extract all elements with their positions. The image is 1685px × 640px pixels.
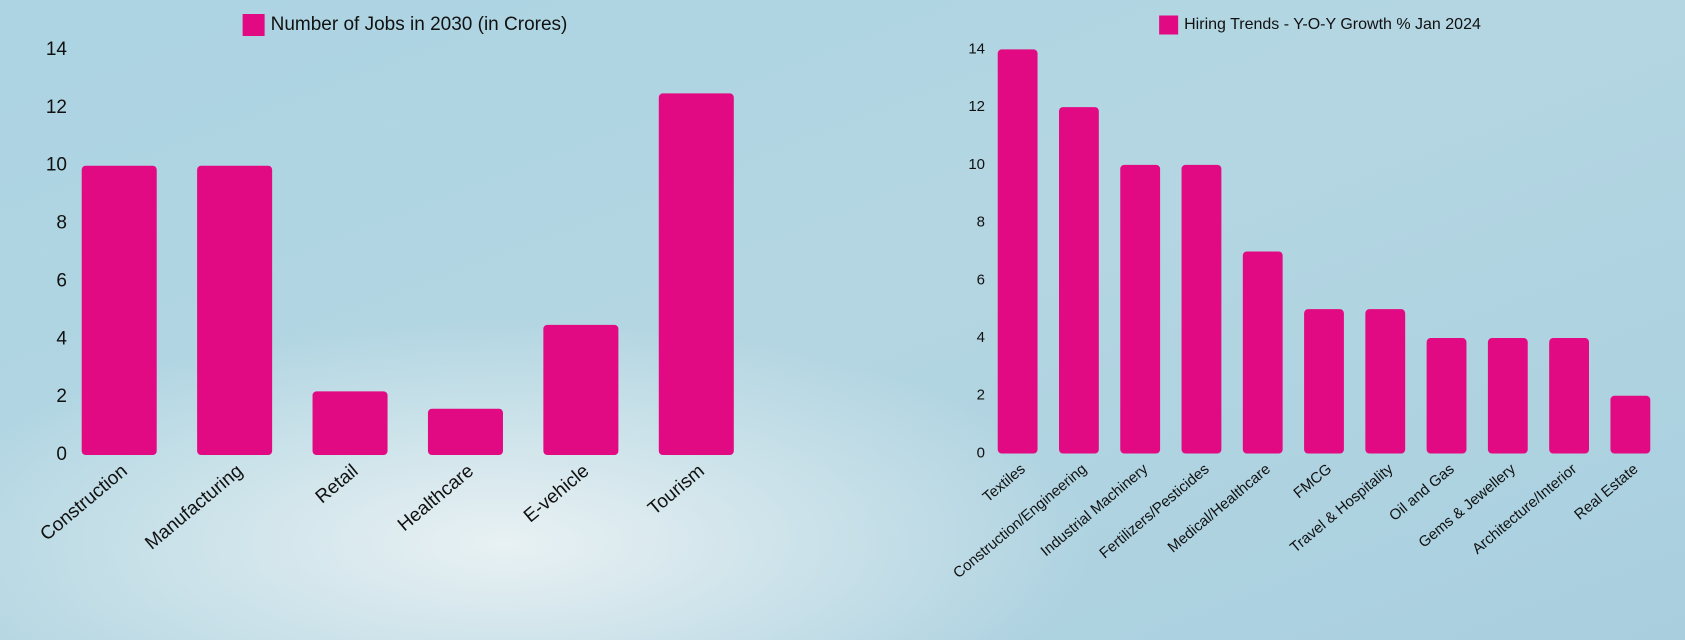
y-tick-label: 6 xyxy=(977,271,985,288)
bar xyxy=(1120,164,1161,454)
legend-label: Number of Jobs in 2030 (in Crores) xyxy=(271,14,568,35)
y-tick-label: 10 xyxy=(46,155,67,176)
y-tick-label: 12 xyxy=(46,97,67,118)
legend-swatch xyxy=(1159,15,1179,35)
y-tick-label: 8 xyxy=(56,213,67,234)
bar xyxy=(1058,107,1099,454)
y-tick-label: 2 xyxy=(56,386,67,407)
y-tick-label: 4 xyxy=(977,329,985,346)
bar xyxy=(1610,395,1651,454)
legend-swatch xyxy=(242,14,265,36)
bar xyxy=(658,93,734,456)
bar xyxy=(543,324,619,455)
bar xyxy=(1181,164,1222,454)
bar xyxy=(1365,309,1406,454)
bar xyxy=(427,408,503,455)
y-tick-label: 14 xyxy=(46,39,68,60)
bar xyxy=(81,165,157,455)
bar xyxy=(1487,338,1528,454)
legend-label: Hiring Trends - Y-O-Y Growth % Jan 2024 xyxy=(1184,16,1481,33)
bar xyxy=(1549,338,1590,454)
y-tick-label: 0 xyxy=(977,444,985,461)
y-tick-label: 4 xyxy=(56,328,67,349)
y-tick-label: 12 xyxy=(968,98,985,115)
y-tick-label: 8 xyxy=(977,214,985,231)
bar xyxy=(197,165,273,455)
y-tick-label: 14 xyxy=(968,40,985,57)
bar xyxy=(1242,251,1283,454)
bar xyxy=(997,49,1038,454)
y-tick-label: 0 xyxy=(56,444,67,465)
y-tick-label: 2 xyxy=(977,387,985,404)
y-tick-label: 10 xyxy=(968,156,985,173)
bar xyxy=(312,391,388,455)
bar xyxy=(1426,338,1467,454)
y-tick-label: 6 xyxy=(56,270,67,291)
bar xyxy=(1304,309,1344,454)
